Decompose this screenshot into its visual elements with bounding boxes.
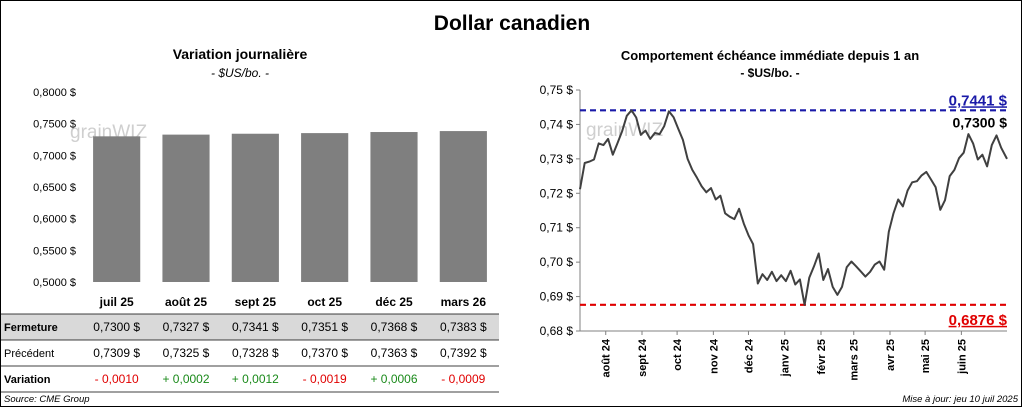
y-tick-label: 0,75 $: [540, 83, 574, 97]
table-cell: - 0,0010: [95, 372, 139, 386]
table-cell: 0,7370 $: [301, 346, 348, 360]
last-value-label: 0,7300 $: [953, 114, 1008, 130]
x-tick-label: mars 25: [849, 339, 861, 381]
one-year-line-chart: grainWIZ 0,68 $ 0,69 $ 0,70 $ 0,71 $ 0,72 $ 0,…: [540, 83, 1008, 381]
table-row-label: Fermeture: [4, 322, 58, 334]
bar: [162, 134, 210, 282]
y-tick-label: 0,5500 $: [33, 245, 76, 257]
x-tick-label: oct 24: [672, 338, 684, 371]
table-cell: 0,7363 $: [371, 346, 418, 360]
table-cell: 0,7351 $: [301, 320, 348, 334]
x-tick-label: sept 24: [637, 338, 649, 377]
futures-data-table: Fermeture 0,7300 $ 0,7327 $ 0,7341 $ 0,7351 …: [1, 313, 499, 393]
y-tick-label: 0,8000 $: [33, 87, 76, 99]
y-tick-label: 0,6500 $: [33, 182, 76, 194]
y-tick-label: 0,6000 $: [33, 214, 76, 226]
bar: [93, 136, 141, 282]
y-tick-label: 0,74 $: [540, 117, 574, 131]
table-cell: + 0,0006: [370, 372, 417, 386]
bar: [301, 133, 349, 282]
y-tick-label: 0,73 $: [540, 152, 574, 166]
x-category-label: oct 25: [307, 295, 342, 309]
y-tick-label: 0,72 $: [540, 186, 574, 200]
x-tick-label: juin 25: [956, 339, 968, 375]
update-note: Mise à jour: jeu 10 juil 2025: [902, 394, 1018, 405]
left-panel-title: Variation journalière: [172, 46, 308, 62]
table-cell: 0,7327 $: [163, 320, 210, 334]
table-cell: 0,7383 $: [440, 320, 487, 334]
table-row-label: Précédent: [4, 348, 54, 360]
y-tick-label: 0,71 $: [540, 221, 574, 235]
x-tick-label: mai 25: [920, 339, 932, 373]
x-tick-label: nov 24: [708, 338, 720, 374]
bar: [370, 132, 418, 282]
right-panel-subtitle: - $US/bo. -: [740, 66, 800, 80]
bar: [439, 131, 487, 282]
grainwiz-watermark: grainWIZ: [586, 120, 663, 141]
x-tick-label: janv 25: [780, 339, 792, 377]
x-tick-label: févr 25: [816, 339, 828, 374]
x-category-label: déc 25: [375, 295, 413, 309]
x-category-label: sept 25: [235, 295, 277, 309]
table-cell: - 0,0019: [303, 372, 347, 386]
x-tick-label: août 24: [601, 338, 613, 377]
y-tick-label: 0,69 $: [540, 290, 574, 304]
table-cell: 0,7309 $: [93, 346, 140, 360]
bar: [231, 133, 279, 282]
y-tick-label: 0,7500 $: [33, 119, 76, 131]
table-cell: 0,7392 $: [440, 346, 487, 360]
table-cell: 0,7328 $: [232, 346, 279, 360]
low-value-label: 0,6876 $: [949, 312, 1008, 329]
x-category-label: juil 25: [99, 295, 134, 309]
y-tick-label: 0,5000 $: [33, 277, 76, 289]
high-value-label: 0,7441 $: [949, 92, 1008, 109]
x-category-label: août 25: [165, 295, 207, 309]
y-tick-label: 0,70 $: [540, 255, 574, 269]
table-cell: - 0,0009: [441, 372, 485, 386]
x-category-label: mars 26: [441, 295, 487, 309]
y-tick-label: 0,7000 $: [33, 150, 76, 162]
x-tick-label: avr 25: [885, 339, 897, 371]
table-cell: 0,7341 $: [232, 320, 279, 334]
table-row-label: Variation: [4, 374, 51, 386]
table-cell: 0,7300 $: [93, 320, 140, 334]
table-cell: + 0,0012: [232, 372, 279, 386]
left-panel-subtitle: - $US/bo. -: [210, 66, 270, 80]
table-cell: + 0,0002: [162, 372, 209, 386]
table-cell: 0,7325 $: [163, 346, 210, 360]
table-row-shading: [1, 314, 499, 340]
series-line: [579, 109, 1008, 306]
table-cell: 0,7368 $: [371, 320, 418, 334]
source-note: Source: CME Group: [4, 394, 90, 405]
y-tick-label: 0,68 $: [540, 324, 574, 338]
page-title: Dollar canadien: [433, 12, 591, 35]
x-tick-label: déc 24: [743, 338, 755, 373]
right-panel-title: Comportement échéance immédiate depuis 1…: [620, 48, 920, 63]
